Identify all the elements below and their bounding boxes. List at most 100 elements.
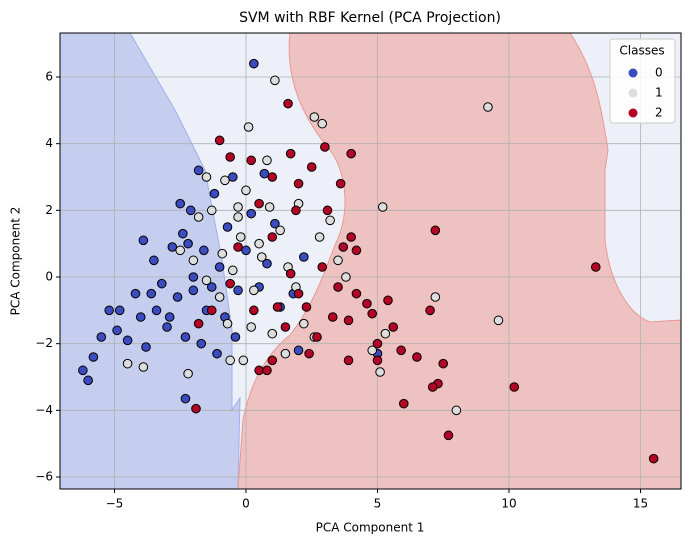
data-point bbox=[275, 225, 285, 236]
data-point bbox=[233, 202, 243, 212]
data-point bbox=[188, 285, 199, 296]
data-point bbox=[267, 328, 278, 339]
data-point bbox=[114, 305, 125, 316]
x-tick-label: −5 bbox=[106, 497, 124, 511]
data-point bbox=[249, 58, 259, 69]
data-point bbox=[233, 285, 243, 296]
data-point bbox=[380, 328, 391, 339]
data-point bbox=[151, 305, 162, 316]
data-point bbox=[325, 215, 335, 226]
data-point bbox=[267, 172, 278, 182]
data-point bbox=[191, 403, 201, 414]
data-point bbox=[235, 232, 246, 242]
data-point bbox=[183, 238, 193, 249]
data-point bbox=[372, 338, 383, 349]
data-point bbox=[206, 305, 217, 316]
data-point bbox=[320, 142, 330, 152]
data-point bbox=[180, 332, 191, 342]
data-point bbox=[193, 318, 204, 329]
data-point bbox=[256, 252, 267, 262]
data-point bbox=[304, 348, 314, 359]
data-point bbox=[343, 355, 354, 366]
data-point bbox=[299, 318, 309, 329]
data-point bbox=[183, 368, 193, 379]
data-point bbox=[193, 165, 204, 176]
data-point bbox=[141, 342, 151, 352]
data-point bbox=[309, 112, 320, 122]
y-tick-label: 6 bbox=[45, 70, 53, 84]
data-point bbox=[280, 348, 291, 359]
data-point bbox=[438, 358, 449, 369]
data-point bbox=[375, 367, 385, 377]
data-point bbox=[225, 152, 235, 162]
data-point bbox=[317, 118, 328, 129]
data-point bbox=[272, 302, 283, 312]
data-point bbox=[285, 148, 296, 159]
legend: Classes bbox=[609, 38, 676, 124]
data-point bbox=[199, 245, 209, 256]
data-point bbox=[146, 288, 157, 299]
data-point bbox=[112, 325, 122, 336]
data-point bbox=[351, 245, 362, 256]
data-point bbox=[254, 198, 264, 209]
data-point bbox=[201, 172, 212, 182]
data-point bbox=[188, 272, 199, 282]
legend-marker bbox=[628, 108, 638, 118]
y-tick-label: 4 bbox=[45, 136, 53, 150]
data-point bbox=[149, 255, 159, 266]
data-point bbox=[241, 185, 251, 196]
data-point bbox=[185, 205, 196, 216]
legend-box bbox=[609, 38, 676, 124]
data-point bbox=[335, 178, 346, 189]
data-point bbox=[135, 312, 146, 322]
legend-label: 1 bbox=[655, 86, 663, 100]
data-point bbox=[214, 135, 225, 146]
data-point bbox=[299, 252, 309, 262]
data-point bbox=[233, 242, 243, 252]
y-tick-label: −6 bbox=[35, 470, 53, 484]
data-point bbox=[322, 205, 333, 216]
data-point bbox=[590, 262, 601, 272]
data-point bbox=[228, 265, 238, 276]
chart-title: SVM with RBF Kernel (PCA Projection) bbox=[239, 10, 501, 26]
data-point bbox=[317, 262, 328, 272]
data-point bbox=[262, 258, 272, 269]
data-point bbox=[175, 245, 186, 256]
data-point bbox=[346, 232, 356, 242]
data-point bbox=[96, 332, 107, 342]
data-point bbox=[396, 345, 406, 356]
y-tick-label: 2 bbox=[45, 203, 53, 217]
data-point bbox=[451, 405, 462, 416]
data-point bbox=[206, 205, 217, 216]
data-point bbox=[314, 232, 325, 242]
data-point bbox=[180, 393, 191, 404]
region-class-2 bbox=[237, 33, 681, 489]
y-tick-label: 0 bbox=[45, 270, 53, 284]
data-point bbox=[233, 212, 243, 222]
data-point bbox=[254, 238, 264, 249]
data-point bbox=[214, 262, 225, 272]
data-point bbox=[162, 322, 172, 332]
data-point bbox=[172, 292, 183, 302]
data-point bbox=[333, 255, 343, 266]
data-point bbox=[430, 292, 441, 302]
data-point bbox=[333, 282, 343, 292]
data-point bbox=[212, 348, 222, 359]
data-point bbox=[254, 365, 264, 376]
data-point bbox=[138, 235, 149, 246]
data-point bbox=[259, 168, 270, 179]
data-point bbox=[243, 122, 254, 132]
data-point bbox=[483, 102, 493, 112]
data-point bbox=[122, 335, 133, 346]
x-tick-label: 0 bbox=[242, 497, 250, 511]
data-point bbox=[220, 175, 230, 186]
data-point bbox=[138, 362, 149, 372]
x-tick-label: 10 bbox=[501, 497, 516, 511]
data-point bbox=[293, 288, 304, 299]
data-point bbox=[270, 75, 280, 86]
data-point bbox=[427, 382, 438, 392]
data-point bbox=[425, 305, 435, 316]
legend-title: Classes bbox=[619, 44, 664, 58]
data-point bbox=[264, 202, 275, 212]
